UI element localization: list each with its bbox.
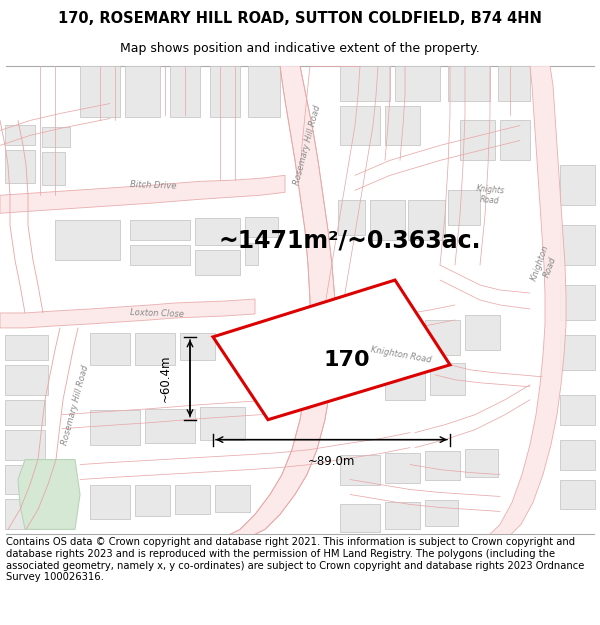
Polygon shape bbox=[408, 200, 445, 240]
Polygon shape bbox=[55, 220, 120, 260]
Polygon shape bbox=[560, 439, 595, 469]
Polygon shape bbox=[425, 501, 458, 526]
Polygon shape bbox=[340, 504, 380, 532]
Polygon shape bbox=[180, 333, 215, 360]
Text: Map shows position and indicative extent of the property.: Map shows position and indicative extent… bbox=[120, 42, 480, 54]
Polygon shape bbox=[370, 200, 405, 240]
Polygon shape bbox=[90, 333, 130, 365]
Polygon shape bbox=[195, 218, 240, 245]
Polygon shape bbox=[425, 320, 460, 355]
Polygon shape bbox=[135, 333, 175, 365]
Polygon shape bbox=[560, 285, 595, 320]
Polygon shape bbox=[448, 190, 480, 225]
Text: Knighton Road: Knighton Road bbox=[370, 345, 432, 364]
Polygon shape bbox=[215, 484, 250, 512]
Polygon shape bbox=[465, 449, 498, 476]
Polygon shape bbox=[340, 106, 380, 146]
Polygon shape bbox=[385, 365, 425, 400]
Polygon shape bbox=[175, 484, 210, 514]
Text: Bitch Drive: Bitch Drive bbox=[130, 180, 176, 191]
Polygon shape bbox=[385, 452, 420, 482]
Polygon shape bbox=[145, 409, 195, 442]
Polygon shape bbox=[135, 484, 170, 516]
Polygon shape bbox=[425, 451, 460, 479]
Text: Rosemary Hill Road: Rosemary Hill Road bbox=[60, 364, 90, 446]
Polygon shape bbox=[42, 127, 70, 148]
Text: Loxton Close: Loxton Close bbox=[130, 308, 184, 318]
Polygon shape bbox=[560, 166, 595, 205]
Polygon shape bbox=[5, 429, 45, 459]
Text: Contains OS data © Crown copyright and database right 2021. This information is : Contains OS data © Crown copyright and d… bbox=[6, 538, 584, 582]
Polygon shape bbox=[5, 126, 35, 146]
Polygon shape bbox=[0, 176, 285, 213]
Text: Knights
Road: Knights Road bbox=[475, 184, 505, 206]
Polygon shape bbox=[500, 121, 530, 161]
Polygon shape bbox=[385, 503, 420, 529]
Polygon shape bbox=[338, 200, 365, 235]
Polygon shape bbox=[90, 484, 130, 519]
Polygon shape bbox=[200, 407, 245, 439]
Polygon shape bbox=[465, 315, 500, 350]
Polygon shape bbox=[5, 335, 48, 360]
Text: 170: 170 bbox=[323, 351, 370, 371]
Polygon shape bbox=[210, 66, 240, 118]
Polygon shape bbox=[448, 66, 490, 101]
Polygon shape bbox=[380, 325, 420, 363]
Polygon shape bbox=[0, 299, 255, 328]
Polygon shape bbox=[213, 280, 450, 419]
Polygon shape bbox=[560, 335, 595, 370]
Polygon shape bbox=[170, 66, 200, 118]
Text: Rosemary Hill Road: Rosemary Hill Road bbox=[292, 104, 322, 186]
Polygon shape bbox=[5, 499, 40, 529]
Polygon shape bbox=[498, 66, 530, 101]
Polygon shape bbox=[42, 152, 65, 185]
Polygon shape bbox=[80, 66, 120, 118]
Polygon shape bbox=[90, 410, 140, 444]
Polygon shape bbox=[340, 66, 390, 101]
Text: ~60.4m: ~60.4m bbox=[158, 354, 172, 402]
Polygon shape bbox=[220, 66, 335, 539]
Polygon shape bbox=[430, 363, 465, 395]
Polygon shape bbox=[5, 365, 48, 395]
Polygon shape bbox=[560, 395, 595, 424]
Text: 170, ROSEMARY HILL ROAD, SUTTON COLDFIELD, B74 4HN: 170, ROSEMARY HILL ROAD, SUTTON COLDFIEL… bbox=[58, 11, 542, 26]
Polygon shape bbox=[245, 217, 278, 237]
Polygon shape bbox=[385, 106, 420, 146]
Polygon shape bbox=[560, 225, 595, 265]
Polygon shape bbox=[560, 479, 595, 509]
Polygon shape bbox=[460, 121, 495, 161]
Text: Knighton
Road: Knighton Road bbox=[529, 244, 560, 286]
Polygon shape bbox=[125, 66, 160, 118]
Polygon shape bbox=[245, 243, 258, 265]
Polygon shape bbox=[340, 454, 380, 484]
Polygon shape bbox=[130, 245, 190, 265]
Polygon shape bbox=[335, 325, 375, 365]
Polygon shape bbox=[5, 151, 35, 183]
Polygon shape bbox=[18, 459, 80, 529]
Polygon shape bbox=[248, 66, 280, 118]
Polygon shape bbox=[130, 220, 190, 240]
Polygon shape bbox=[485, 66, 566, 539]
Polygon shape bbox=[5, 464, 40, 494]
Text: ~89.0m: ~89.0m bbox=[308, 455, 355, 468]
Polygon shape bbox=[5, 400, 45, 424]
Polygon shape bbox=[195, 250, 240, 275]
Text: ~1471m²/~0.363ac.: ~1471m²/~0.363ac. bbox=[219, 228, 481, 252]
Polygon shape bbox=[395, 66, 440, 101]
